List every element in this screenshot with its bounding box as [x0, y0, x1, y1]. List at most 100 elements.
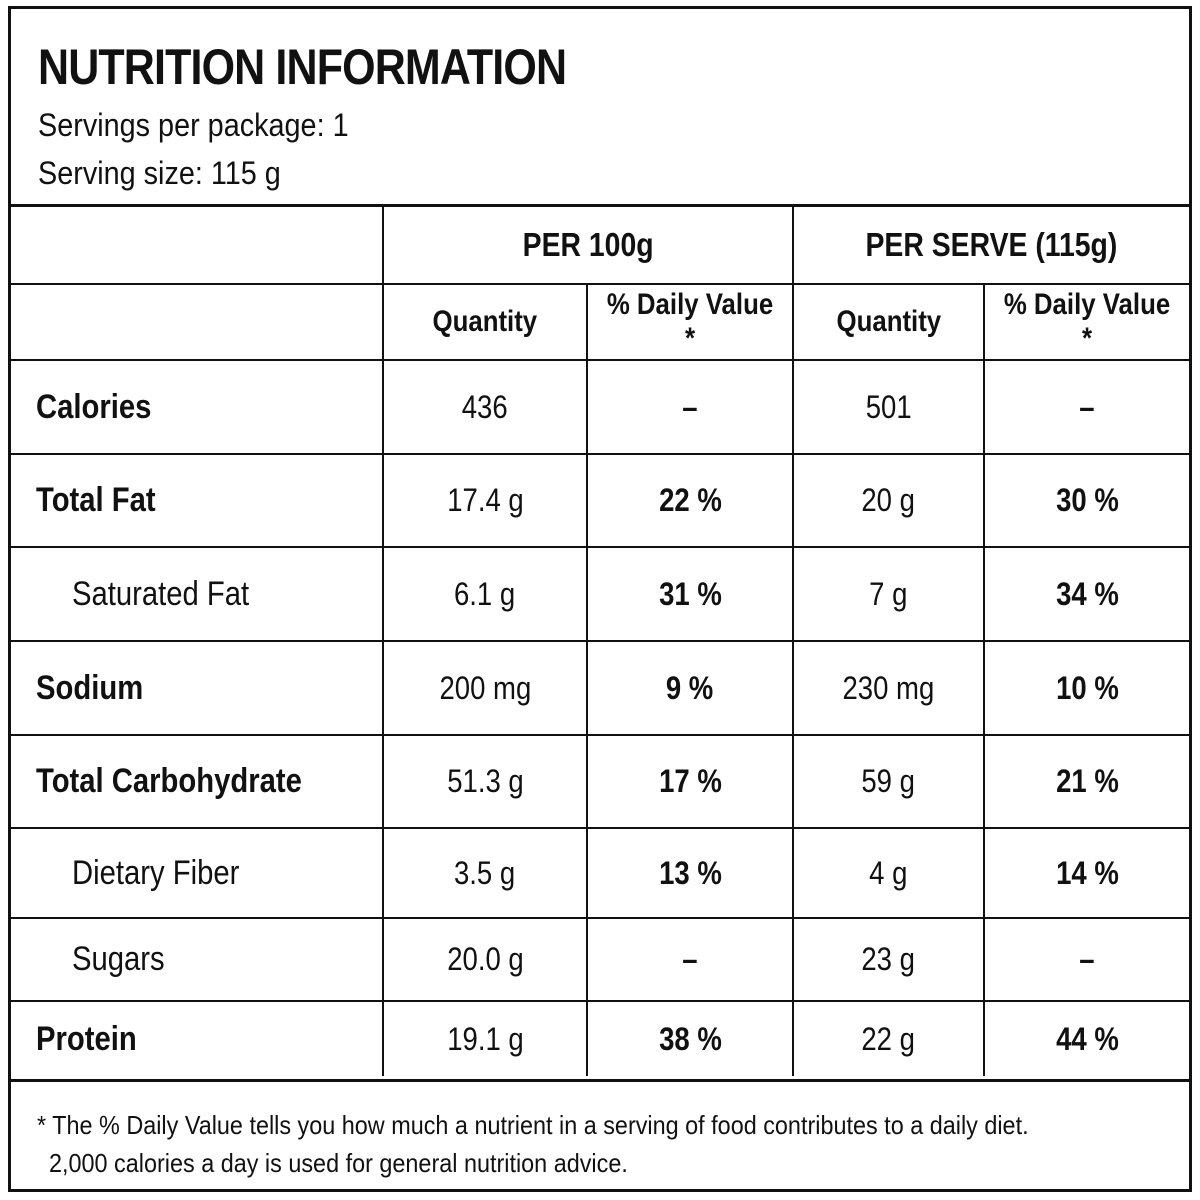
quantity-text: 3.5 g	[454, 854, 516, 891]
nutrient-label-text: Total Fat	[36, 481, 156, 519]
quantity-text: 17.4 g	[446, 482, 524, 518]
daily-value-cell: –	[983, 917, 1189, 1002]
group-header-per-serve: PER SERVE (115g)	[792, 207, 1189, 285]
daily-value-text: 17 %	[658, 763, 722, 799]
nutrient-label: Sugars	[11, 917, 384, 1002]
nutrient-row: Sodium 200 mg 9 % 230 mg 10 %	[11, 640, 1189, 736]
nutrient-row: Saturated Fat 6.1 g 31 % 7 g 34 %	[11, 546, 1189, 642]
footnote-line-2: 2,000 calories a day is used for general…	[49, 1148, 628, 1178]
daily-value-text: –	[682, 388, 698, 425]
quantity-text: 6.1 g	[454, 575, 516, 612]
nutrient-label: Calories	[11, 359, 384, 455]
daily-value-cell: 44 %	[983, 1000, 1189, 1076]
quantity-cell: 501	[792, 359, 985, 455]
nutrient-rows: Calories 436 – 501 – Total Fat 17.4 g 22 % 20 g 3…	[11, 359, 1189, 1076]
daily-value-cell: 21 %	[983, 734, 1189, 829]
nutrient-row: Sugars 20.0 g – 23 g –	[11, 917, 1189, 1002]
quantity-cell: 19.1 g	[382, 1000, 588, 1076]
group-header-label: PER 100g	[522, 226, 654, 263]
nutrient-label-text: Protein	[36, 1019, 137, 1058]
column-header: % Daily Value *	[586, 283, 794, 361]
nutrient-label: Dietary Fiber	[11, 827, 384, 919]
quantity-text: 59 g	[861, 763, 916, 799]
nutrient-label: Total Carbohydrate	[11, 734, 384, 829]
daily-value-cell: 13 %	[586, 827, 794, 919]
column-header-label: Quantity	[432, 305, 538, 338]
quantity-cell: 4 g	[792, 827, 985, 919]
daily-value-text: 31 %	[658, 575, 722, 612]
daily-value-cell: 31 %	[586, 546, 794, 642]
daily-value-text: 44 %	[1055, 1020, 1119, 1057]
panel-title: NUTRITION INFORMATION	[38, 39, 567, 95]
header-empty-cell	[11, 207, 384, 285]
quantity-text: 23 g	[861, 941, 916, 977]
quantity-text: 19.1 g	[446, 1020, 524, 1057]
quantity-cell: 230 mg	[792, 640, 985, 736]
daily-value-cell: –	[586, 917, 794, 1002]
column-header: Quantity	[382, 283, 588, 361]
nutrient-label-text: Calories	[36, 387, 152, 426]
quantity-cell: 59 g	[792, 734, 985, 829]
daily-value-cell: 30 %	[983, 453, 1189, 548]
nutrient-label-text: Saturated Fat	[72, 574, 250, 613]
nutrient-label-text: Sugars	[72, 940, 165, 978]
quantity-cell: 20 g	[792, 453, 985, 548]
footnote-line-1: * The % Daily Value tells you how much a…	[37, 1110, 1029, 1140]
quantity-cell: 17.4 g	[382, 453, 588, 548]
quantity-text: 230 mg	[842, 669, 935, 706]
quantity-text: 501	[865, 388, 912, 425]
quantity-text: 200 mg	[439, 669, 531, 706]
daily-value-text: 22 %	[658, 482, 722, 518]
daily-value-cell: 9 %	[586, 640, 794, 736]
group-header-label: PER SERVE (115g)	[865, 226, 1118, 263]
daily-value-cell: –	[983, 359, 1189, 455]
column-header-label: % Daily Value *	[1003, 288, 1171, 355]
nutrient-label: Total Fat	[11, 453, 384, 548]
quantity-cell: 23 g	[792, 917, 985, 1002]
quantity-text: 20 g	[861, 482, 916, 518]
quantity-text: 51.3 g	[446, 763, 524, 799]
quantity-cell: 20.0 g	[382, 917, 588, 1002]
servings-per-package: Servings per package: 1	[38, 107, 349, 143]
quantity-text: 20.0 g	[446, 941, 524, 977]
daily-value-cell: 34 %	[983, 546, 1189, 642]
daily-value-text: 38 %	[658, 1020, 722, 1057]
nutrient-row: Dietary Fiber 3.5 g 13 % 4 g 14 %	[11, 827, 1189, 919]
quantity-text: 436	[462, 388, 508, 425]
daily-value-text: 14 %	[1055, 854, 1119, 891]
daily-value-cell: 22 %	[586, 453, 794, 548]
quantity-cell: 51.3 g	[382, 734, 588, 829]
nutrition-panel: NUTRITION INFORMATION Servings per packa…	[8, 6, 1192, 1192]
daily-value-cell: 14 %	[983, 827, 1189, 919]
quantity-cell: 7 g	[792, 546, 985, 642]
column-header: % Daily Value *	[983, 283, 1189, 361]
quantity-cell: 3.5 g	[382, 827, 588, 919]
daily-value-text: –	[1079, 941, 1095, 977]
quantity-text: 4 g	[869, 854, 908, 891]
nutrient-label: Sodium	[11, 640, 384, 736]
nutrient-row: Total Fat 17.4 g 22 % 20 g 30 %	[11, 453, 1189, 548]
quantity-text: 22 g	[861, 1020, 916, 1057]
nutrition-table: PER 100g PER SERVE (115g) Quantity % Dai…	[11, 207, 1189, 1076]
daily-value-cell: –	[586, 359, 794, 455]
quantity-text: 7 g	[869, 575, 908, 612]
nutrient-label-text: Dietary Fiber	[72, 853, 240, 892]
daily-value-cell: 17 %	[586, 734, 794, 829]
nutrition-table-wrap: PER 100g PER SERVE (115g) Quantity % Dai…	[11, 207, 1189, 1079]
quantity-cell: 6.1 g	[382, 546, 588, 642]
group-header-per-100g: PER 100g	[382, 207, 794, 285]
nutrient-label: Protein	[11, 1000, 384, 1076]
daily-value-text: 34 %	[1055, 575, 1119, 612]
nutrient-label-text: Total Carbohydrate	[36, 762, 302, 800]
daily-value-text: 9 %	[666, 669, 714, 706]
quantity-cell: 22 g	[792, 1000, 985, 1076]
column-header-label: % Daily Value *	[606, 288, 774, 355]
serving-size: Serving size: 115 g	[38, 155, 281, 191]
group-header-row: PER 100g PER SERVE (115g)	[11, 207, 1189, 285]
column-header-row: Quantity % Daily Value * Quantity % Dail…	[11, 283, 1189, 361]
daily-value-cell: 38 %	[586, 1000, 794, 1076]
nutrient-label: Saturated Fat	[11, 546, 384, 642]
daily-value-cell: 10 %	[983, 640, 1189, 736]
daily-value-text: 10 %	[1055, 669, 1119, 706]
header-empty-cell	[11, 283, 384, 361]
